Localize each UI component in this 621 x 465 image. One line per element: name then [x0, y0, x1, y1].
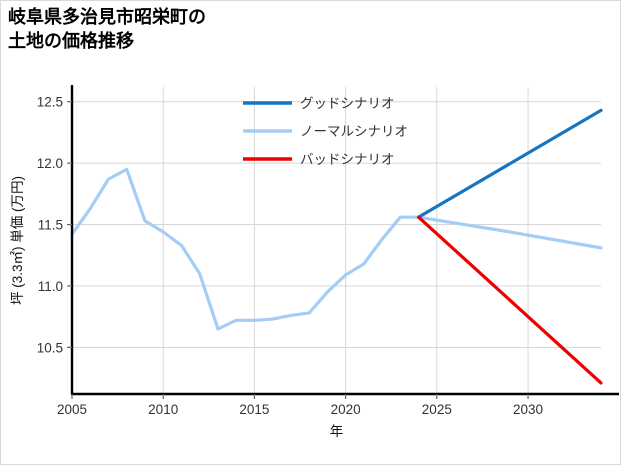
x-tick-label: 2030 [513, 402, 543, 417]
title-line-2: 土地の価格推移 [8, 30, 134, 51]
y-tick-label: 10.5 [37, 340, 63, 355]
x-tick-label: 2020 [331, 402, 361, 417]
x-tick-label: 2015 [239, 402, 269, 417]
y-axis-title: 坪 (3.3㎡) 単価 (万円) [10, 176, 25, 305]
page-title: 岐阜県多治見市昭栄町の 土地の価格推移 [8, 6, 206, 54]
series-layer [70, 108, 603, 385]
tick-labels: 10.5 11.0 11.5 12.0 12.5 2005 2010 2015 2020 2025… [37, 95, 543, 417]
axis-titles: 年 坪 (3.3㎡) 単価 (万円) [10, 176, 343, 439]
y-tick-label: 12.5 [37, 95, 63, 110]
y-tick-label: 11.5 [38, 218, 63, 233]
series-line-バッドシナリオ [416, 215, 603, 385]
legend-label-バッドシナリオ: バッドシナリオ [300, 152, 395, 167]
series-line-ノーマルシナリオ [70, 167, 603, 331]
x-tick-label: 2005 [57, 402, 87, 417]
legend-label-グッドシナリオ: グッドシナリオ [300, 96, 395, 111]
legend-label-ノーマルシナリオ: ノーマルシナリオ [300, 124, 408, 139]
x-tick-label: 2010 [148, 402, 178, 417]
x-tick-label: 2025 [422, 402, 452, 417]
gridlines [72, 87, 601, 394]
y-tick-label: 12.0 [37, 156, 63, 171]
x-axis-title: 年 [330, 424, 344, 439]
title-line-1: 岐阜県多治見市昭栄町の [8, 7, 206, 27]
y-tick-label: 11.0 [38, 279, 63, 294]
series-line-グッドシナリオ [416, 108, 603, 219]
